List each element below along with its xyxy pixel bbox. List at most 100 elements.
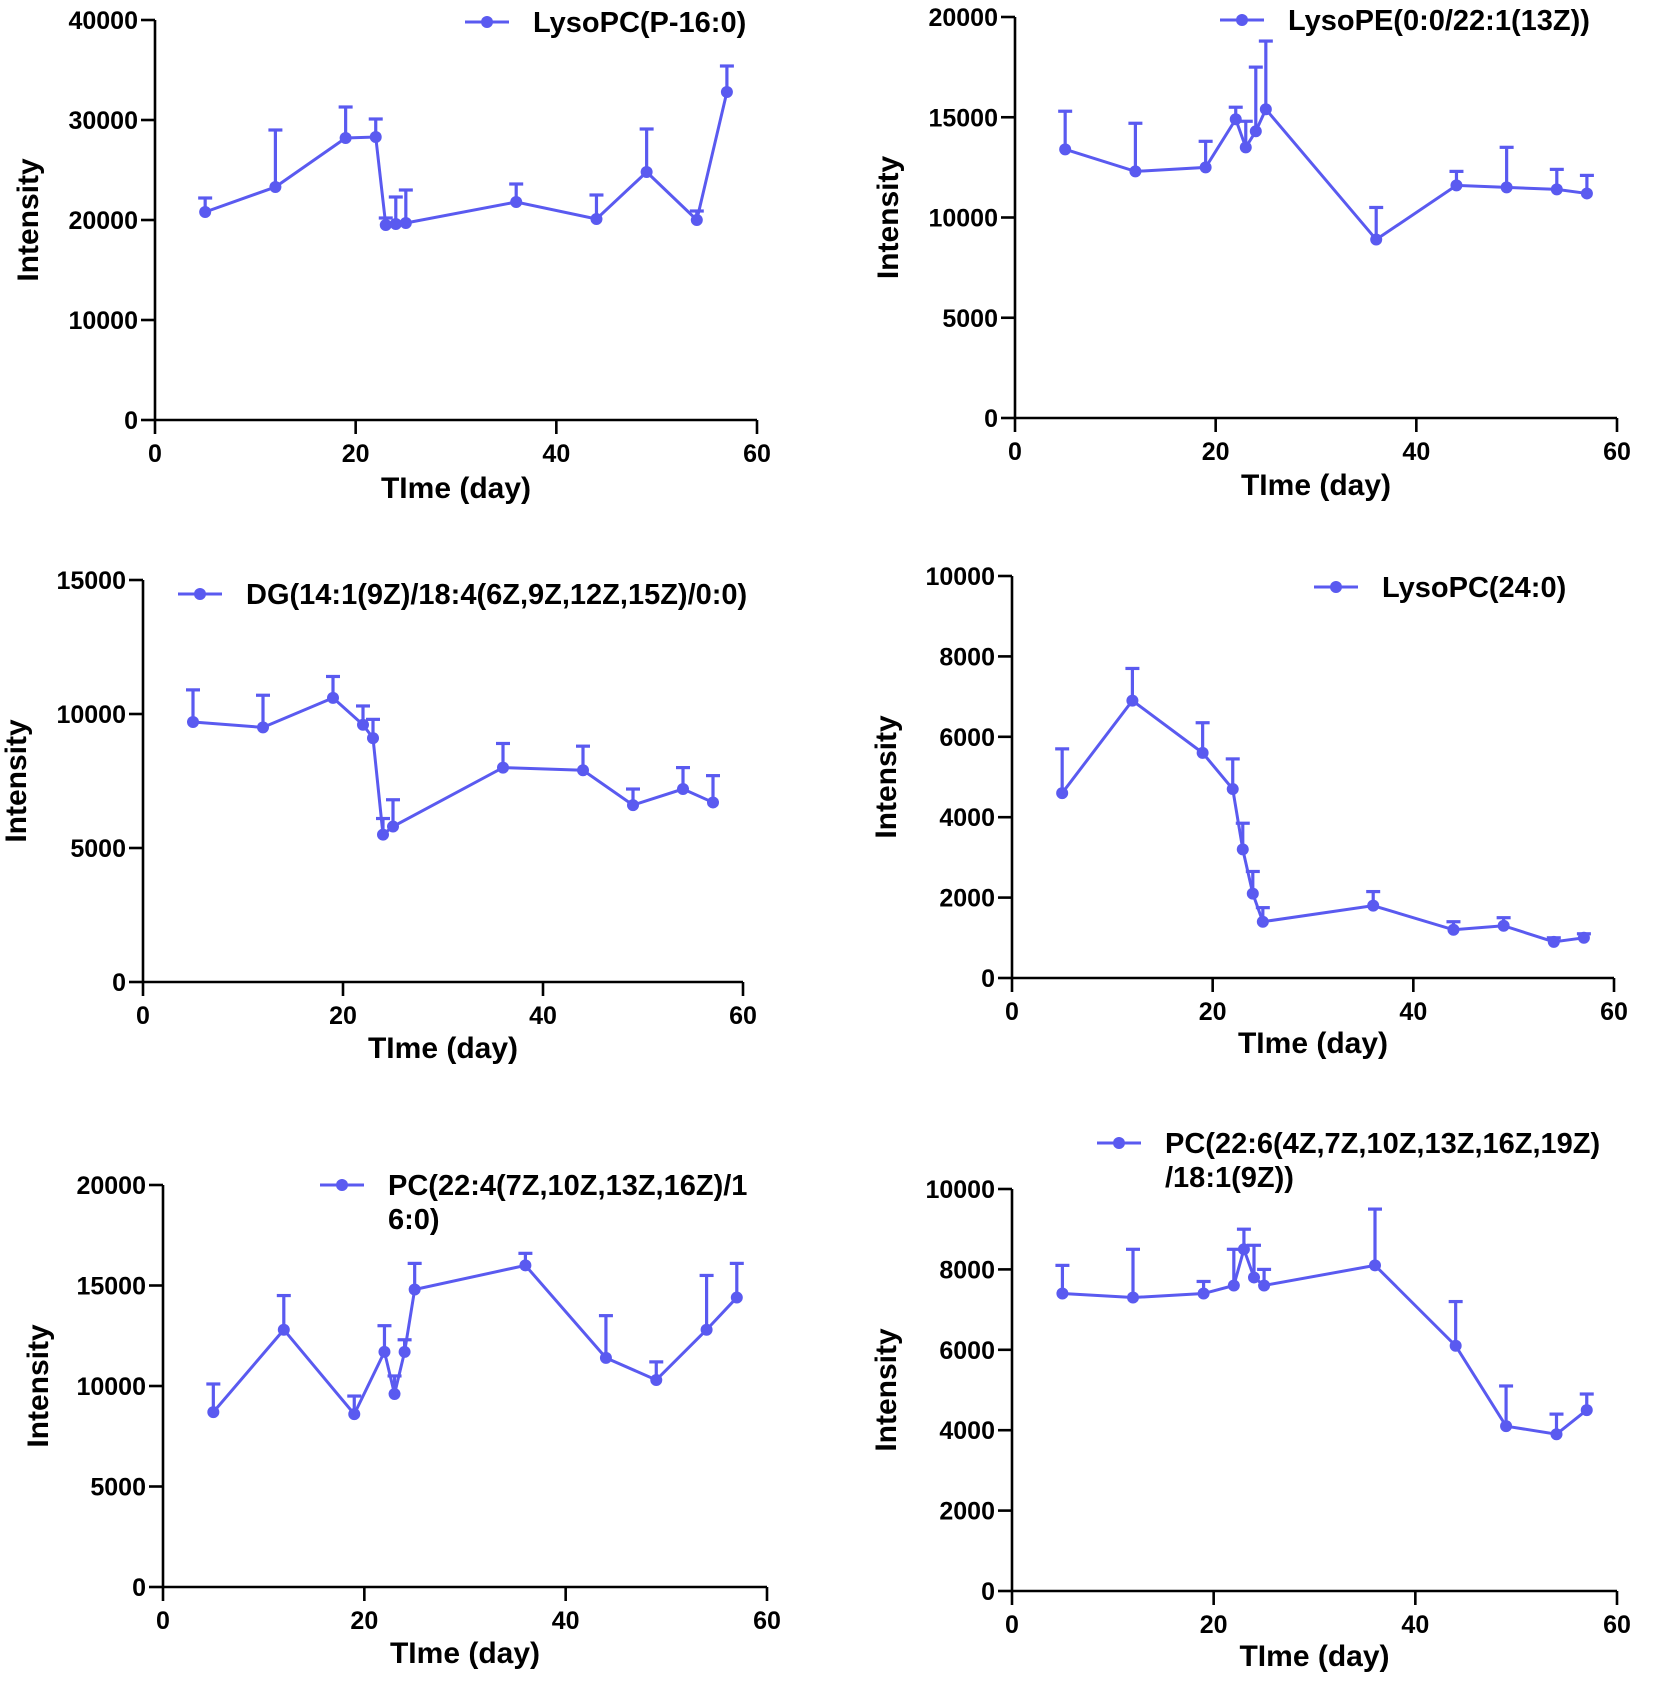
data-point [599,1351,612,1364]
data-point [1258,1279,1271,1292]
x-tick-label: 60 [743,440,771,468]
data-point [627,799,639,812]
data-point [1580,187,1593,200]
y-axis-title: Intensity [870,715,903,839]
chart-panel-4: 0 2000 4000 6000 8000 10000 0 20 40 60 TIme (day) I… [870,563,1628,1060]
y-tick-label: 6000 [939,724,995,752]
data-point [199,206,212,218]
data-point [1259,103,1272,116]
data-point [257,721,269,734]
y-tick-label: 15000 [76,1273,146,1301]
data-point [1237,1243,1250,1256]
data-point [1129,165,1142,178]
data-point [1449,1339,1462,1352]
y-tick-label: 15000 [928,104,998,132]
legend: LysoPC(P-16:0) [465,7,746,39]
y-tick-label: 8000 [939,643,995,671]
series-line [212,1263,738,1417]
legend-label: LysoPC(P-16:0) [533,7,746,39]
data-point [1450,179,1463,192]
legend-marker [1113,1137,1125,1149]
series-line [192,696,714,838]
x-tick-label: 20 [1200,1611,1228,1639]
y-tick-label: 6000 [939,1337,995,1365]
data-point [207,1406,220,1419]
error-bar [1499,145,1514,188]
y-tick-label: 40000 [68,7,138,35]
y-tick-label: 0 [112,969,126,997]
data-point [510,196,523,208]
x-axis-title: TIme (day) [1239,1640,1389,1673]
data-point [650,1373,663,1386]
legend-label: PC(22:4(7Z,10Z,13Z,16Z)/1 [388,1170,747,1202]
x-tick-label: 20 [1202,438,1230,466]
x-tick-label: 20 [1199,998,1227,1026]
y-tick-label: 8000 [939,1256,995,1284]
legend-marker [194,588,206,600]
y-tick-label: 2000 [939,1498,995,1526]
y-tick-label: 30000 [68,107,138,135]
data-point [1369,1259,1381,1272]
data-point [1367,899,1380,912]
series-line [1064,106,1588,242]
y-tick-label: 0 [981,1578,995,1606]
data-point [1199,161,1212,174]
series-line [1062,1244,1588,1436]
data-point [1547,935,1560,948]
y-axis-title: Intensity [870,1328,903,1452]
error-bar [1448,1299,1463,1346]
chart-panel-5: 0 5000 10000 15000 20000 0 20 40 60 TIme (day) Int… [22,1170,781,1670]
y-tick-label: 4000 [939,1417,995,1445]
error-bar [598,1314,613,1358]
legend-label: PC(22:6(4Z,7Z,10Z,13Z,16Z,19Z) [1165,1128,1600,1160]
x-axis-title: TIme (day) [381,472,531,505]
data-point [269,181,282,193]
x-tick-label: 40 [542,440,570,468]
chart-panel-6: 0 2000 4000 6000 8000 10000 0 20 40 60 TIme (day) I… [870,1128,1631,1673]
data-point [387,820,399,833]
legend: PC(22:6(4Z,7Z,10Z,13Z,16Z,19Z)/18:1(9Z)) [1097,1128,1600,1194]
error-bar [699,1273,714,1330]
legend-marker [1236,14,1248,26]
data-point [1370,233,1383,246]
data-point [1550,1428,1563,1441]
x-tick-label: 0 [148,440,162,468]
y-tick-label: 10000 [68,307,138,335]
y-tick-label: 10000 [925,1176,995,1204]
legend: LysoPE(0:0/22:1(13Z)) [1220,5,1590,37]
error-bar [1368,1207,1382,1266]
data-point [1246,887,1259,900]
data-point [1249,125,1262,138]
data-point [519,1259,532,1272]
error-bar [1248,65,1263,132]
x-tick-label: 20 [342,440,370,468]
x-tick-label: 20 [350,1607,378,1635]
data-point [1056,1287,1069,1300]
data-point [1256,915,1269,928]
legend-label: LysoPC(24:0) [1382,572,1566,604]
series-line [1060,698,1585,944]
legend: DG(14:1(9Z)/18:4(6Z,9Z,12Z,15Z)/0:0) [178,579,747,611]
y-tick-label: 20000 [928,4,998,32]
data-point [1059,143,1072,156]
legend-marker [481,16,493,28]
y-tick-label: 10000 [925,563,995,591]
data-point [339,132,352,144]
data-point [720,86,733,98]
data-point [1236,843,1249,856]
data-point [1239,141,1252,154]
x-tick-label: 40 [1402,438,1430,466]
error-bar [1258,39,1273,110]
data-point [1196,746,1209,759]
y-tick-label: 5000 [90,1474,146,1502]
error-bar [639,127,654,172]
data-point [1226,783,1239,796]
x-tick-label: 40 [1399,998,1427,1026]
y-tick-label: 20000 [76,1172,146,1200]
y-tick-label: 2000 [939,885,995,913]
x-tick-label: 0 [156,1607,170,1635]
data-point [590,213,603,225]
data-point [1580,1404,1593,1417]
data-point [1197,1287,1210,1300]
y-tick-label: 15000 [56,567,126,595]
